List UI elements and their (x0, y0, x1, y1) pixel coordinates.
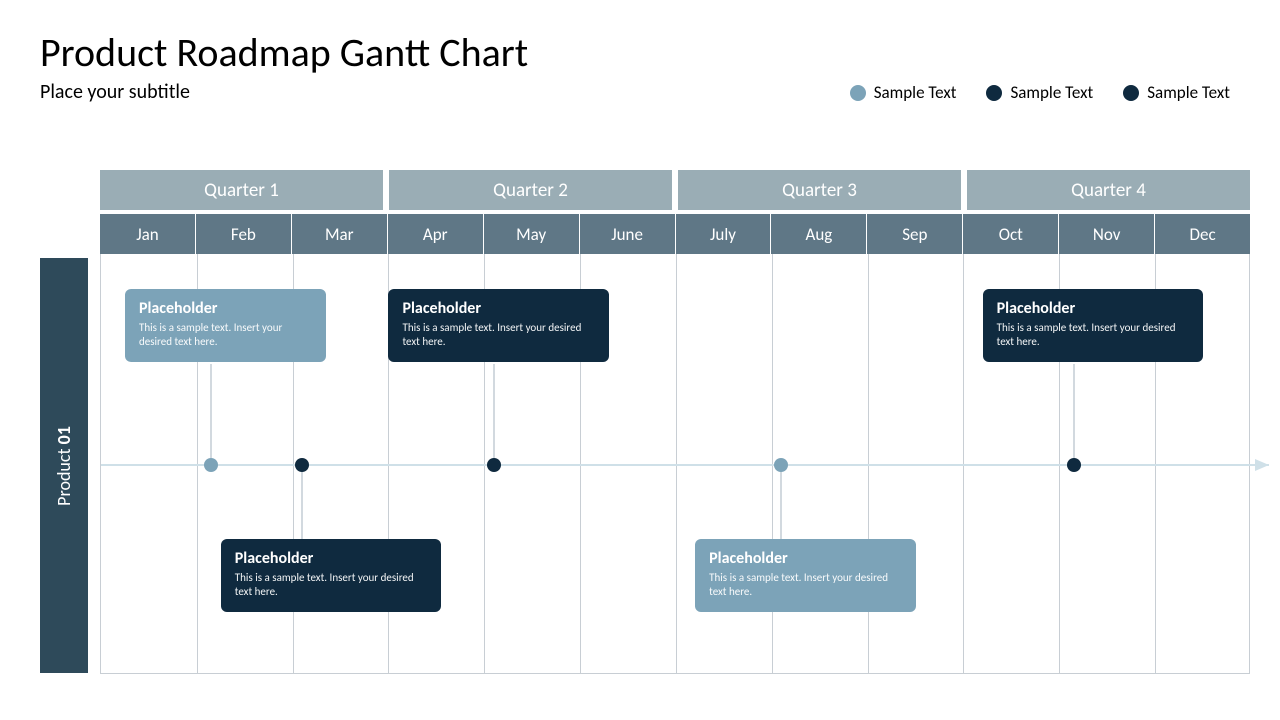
timeline-body: Placeholder This is a sample text. Insert… (100, 254, 1250, 674)
month-header: Feb (196, 214, 292, 254)
milestone-dot-icon (1067, 458, 1081, 472)
task-description: This is a sample text. Insert your desir… (139, 321, 312, 350)
month-header: Jan (100, 214, 196, 254)
page-subtitle: Place your subtitle (40, 80, 190, 104)
timeline-arrow (101, 464, 1269, 466)
month-header: July (676, 214, 772, 254)
task-description: This is a sample text. Insert your desir… (402, 321, 594, 350)
month-header: Oct (963, 214, 1059, 254)
month-header: May (484, 214, 580, 254)
task-card: Placeholder This is a sample text. Insert… (125, 289, 326, 362)
month-header: Nov (1059, 214, 1155, 254)
connector-line (493, 364, 494, 458)
task-title: Placeholder (402, 299, 594, 318)
month-header: Apr (388, 214, 484, 254)
arrow-head-icon (1255, 459, 1269, 471)
product-number: 01 (53, 426, 75, 444)
month-header: June (580, 214, 676, 254)
month-header-row: JanFebMarAprMayJuneJulyAugSepOctNovDec (100, 214, 1250, 254)
task-title: Placeholder (235, 549, 427, 568)
milestone-dot-icon (774, 458, 788, 472)
task-card: Placeholder This is a sample text. Insert… (695, 539, 915, 612)
task-card: Placeholder This is a sample text. Insert… (983, 289, 1203, 362)
month-header: Sep (867, 214, 963, 254)
month-header: Mar (292, 214, 388, 254)
connector-line (211, 364, 212, 458)
task-card: Placeholder This is a sample text. Insert… (388, 289, 608, 362)
legend-item: Sample Text (1123, 82, 1230, 103)
task-title: Placeholder (997, 299, 1189, 318)
legend-item: Sample Text (986, 82, 1093, 103)
quarter-header: Quarter 3 (678, 170, 961, 210)
task-description: This is a sample text. Insert your desir… (709, 571, 901, 600)
legend-label: Sample Text (874, 82, 957, 103)
task-description: This is a sample text. Insert your desir… (235, 571, 427, 600)
month-header: Aug (771, 214, 867, 254)
product-prefix: Product (53, 444, 75, 505)
legend-item: Sample Text (850, 82, 957, 103)
legend-label: Sample Text (1147, 82, 1230, 103)
quarter-header-row: Quarter 1Quarter 2Quarter 3Quarter 4 (100, 170, 1250, 210)
quarter-header: Quarter 2 (389, 170, 672, 210)
legend-dot-icon (1123, 85, 1139, 101)
connector-line (1073, 364, 1074, 458)
task-card: Placeholder This is a sample text. Insert… (221, 539, 441, 612)
milestone-dot-icon (487, 458, 501, 472)
legend-dot-icon (986, 85, 1002, 101)
quarter-header: Quarter 1 (100, 170, 383, 210)
milestone-dot-icon (295, 458, 309, 472)
legend: Sample Text Sample Text Sample Text (850, 82, 1230, 103)
month-header: Dec (1155, 214, 1250, 254)
task-description: This is a sample text. Insert your desir… (997, 321, 1189, 350)
connector-line (781, 470, 782, 540)
legend-label: Sample Text (1010, 82, 1093, 103)
grid-area: Quarter 1Quarter 2Quarter 3Quarter 4 Jan… (100, 170, 1250, 674)
task-title: Placeholder (139, 299, 312, 318)
connector-line (302, 470, 303, 540)
page-title: Product Roadmap Gantt Chart (40, 28, 528, 77)
task-title: Placeholder (709, 549, 901, 568)
legend-dot-icon (850, 85, 866, 101)
quarter-header: Quarter 4 (967, 170, 1250, 210)
milestone-dot-icon (204, 458, 218, 472)
product-label: Product 01 (40, 258, 88, 673)
